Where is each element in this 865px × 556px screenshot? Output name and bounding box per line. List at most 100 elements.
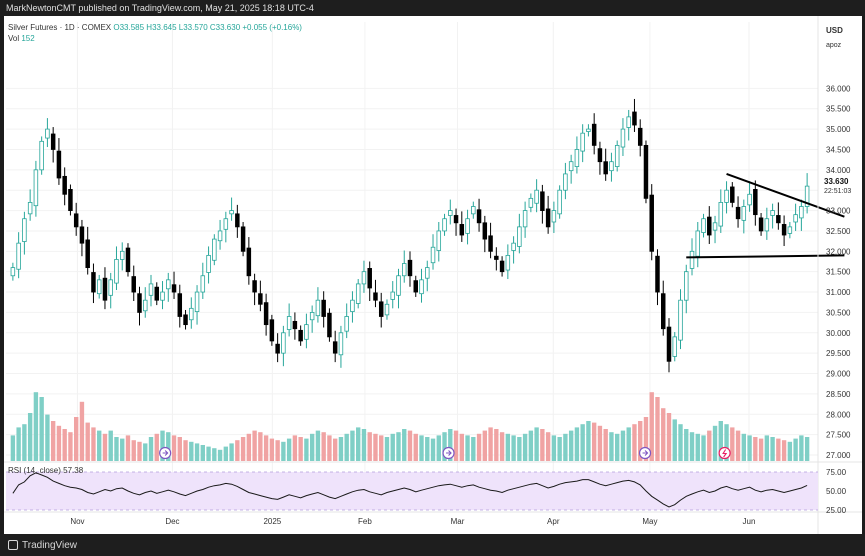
- volume-bar: [27, 413, 33, 461]
- candle-body: [528, 197, 534, 208]
- candle-body: [79, 226, 85, 244]
- volume-bar: [361, 429, 367, 461]
- candle-body: [367, 268, 372, 289]
- candle-body: [332, 341, 338, 354]
- volume-bar: [269, 438, 275, 461]
- candle-body: [39, 140, 44, 171]
- candle-body: [448, 210, 453, 216]
- candle-body: [799, 206, 804, 219]
- candle-body: [511, 242, 516, 251]
- price-tick-label: 31.500: [826, 268, 851, 277]
- candle-body: [580, 132, 585, 152]
- volume-bar: [684, 429, 689, 461]
- volume-bar: [39, 397, 44, 461]
- volume-bar: [85, 422, 90, 461]
- volume-bar: [177, 437, 182, 461]
- volume-bar: [275, 440, 280, 461]
- volume-bar: [735, 430, 741, 461]
- candle-body: [62, 175, 67, 195]
- volume-bar: [102, 433, 108, 461]
- candle-body: [465, 218, 470, 234]
- volume-bar: [499, 432, 505, 461]
- currency-label: USD: [826, 26, 843, 35]
- event-marker-icon[interactable]: [442, 446, 455, 460]
- candle-body: [355, 283, 361, 304]
- price-tick-label: 30.000: [826, 329, 851, 338]
- candle-body: [614, 144, 620, 167]
- candle-body: [91, 272, 96, 293]
- chart-legend: Silver Futures · 1D · COMEX O33.585 H33.…: [8, 22, 302, 44]
- event-marker-icon[interactable]: [638, 446, 652, 460]
- volume-bar: [799, 435, 804, 461]
- volume-bar: [419, 435, 424, 461]
- symbol-label: Silver Futures · 1D · COMEX: [8, 23, 112, 32]
- volume-bar: [356, 427, 361, 461]
- price-axis[interactable]: 36.00035.50035.00034.50034.00033.50033.0…: [817, 16, 861, 534]
- candle-body: [701, 218, 706, 233]
- candle-body: [430, 246, 436, 264]
- candle-body: [263, 302, 269, 326]
- price-tick-label: 31.000: [826, 288, 851, 297]
- volume-bar: [338, 437, 344, 461]
- candle-body: [50, 133, 56, 150]
- volume-bar: [321, 432, 326, 461]
- tradingview-logo[interactable]: TradingView: [8, 539, 77, 551]
- volume-bar: [632, 424, 637, 461]
- volume-bar: [10, 435, 16, 461]
- candle-body: [321, 299, 326, 317]
- volume-bar: [712, 425, 718, 461]
- price-tick-label: 28.000: [826, 410, 851, 419]
- time-tick-label: May: [642, 517, 657, 526]
- rsi-value: 57.38: [63, 466, 84, 475]
- volume-bar: [701, 435, 706, 461]
- earnings-marker-icon[interactable]: [718, 446, 731, 460]
- candle-body: [781, 224, 787, 236]
- candle-body: [626, 116, 631, 128]
- candle-body: [56, 150, 62, 179]
- volume-bar: [430, 438, 436, 461]
- volume-bar: [787, 441, 793, 461]
- volume-bar: [160, 430, 165, 461]
- candle-body: [131, 276, 136, 293]
- candle-body: [747, 193, 752, 206]
- event-markers[interactable]: [159, 446, 731, 460]
- volume-bar: [568, 430, 574, 461]
- volume-bar: [131, 440, 136, 461]
- candle-body: [402, 263, 407, 277]
- volume-bar: [252, 430, 257, 461]
- volume-bar: [384, 437, 390, 461]
- candle-body: [229, 210, 234, 215]
- event-marker-arrow: [642, 450, 649, 456]
- volume-bar: [482, 430, 488, 461]
- volume-bar: [344, 433, 349, 461]
- time-axis[interactable]: Nov Dec 2025 Feb Mar Apr May Jun: [4, 511, 862, 526]
- candle-body: [488, 235, 493, 252]
- volume-bar: [120, 438, 125, 461]
- candle-body: [223, 218, 229, 230]
- candle-body: [22, 218, 27, 242]
- volume-bar: [33, 392, 39, 461]
- price-tick-label: 34.500: [826, 145, 851, 154]
- volume-bar: [194, 443, 200, 461]
- event-marker-icon[interactable]: [159, 446, 172, 460]
- rsi-pane: 75.00 50.00 25.00: [4, 461, 862, 515]
- candle-body: [73, 213, 79, 228]
- candle-body: [275, 343, 280, 354]
- volume-bar: [465, 435, 470, 461]
- rsi-label: RSI (14, close): [8, 466, 61, 475]
- rsi-legend: RSI (14, close) 57.38: [8, 466, 83, 475]
- candle-body: [183, 314, 188, 326]
- volume-bar: [206, 446, 211, 461]
- volume-bar: [620, 430, 626, 461]
- volume-bar: [390, 433, 395, 461]
- volume-bar: [171, 435, 177, 461]
- candle-body: [741, 206, 747, 221]
- candle-body: [96, 279, 102, 295]
- candle-body: [436, 230, 442, 251]
- candle-body: [200, 275, 206, 293]
- volume-bar: [263, 435, 269, 461]
- candle-body: [666, 326, 672, 362]
- volume-bar: [695, 433, 700, 461]
- volume-bar: [108, 430, 113, 461]
